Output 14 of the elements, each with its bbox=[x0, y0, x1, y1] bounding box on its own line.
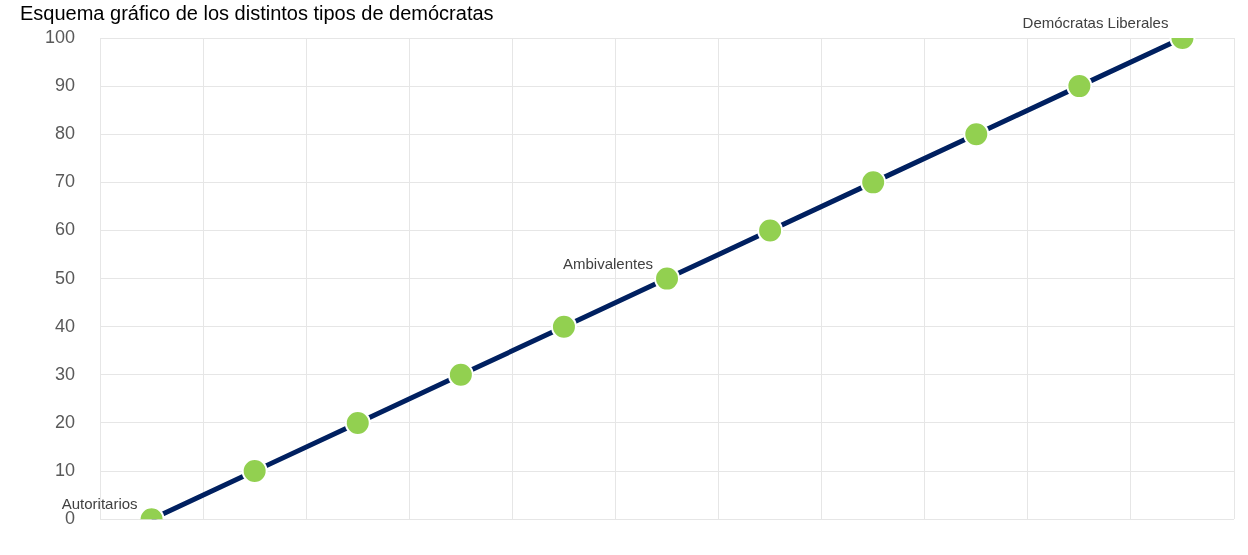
y-tick-label: 60 bbox=[55, 219, 76, 240]
y-tick-label: 80 bbox=[55, 123, 76, 144]
y-tick-label: 20 bbox=[55, 411, 76, 432]
y-tick-label: 50 bbox=[55, 267, 76, 288]
y-tick-label: 10 bbox=[55, 460, 76, 481]
chart-title: Esquema gráfico de los distintos tipos de demócratas bbox=[20, 1, 494, 24]
y-tick-label: 0 bbox=[65, 508, 76, 529]
y-tick-label: 100 bbox=[44, 26, 76, 47]
y-tick-label: 70 bbox=[55, 171, 76, 192]
data-label: Demócratas Liberales bbox=[1022, 14, 1169, 32]
data-label: Ambivalentes bbox=[562, 254, 654, 272]
y-tick-label: 30 bbox=[55, 363, 76, 384]
y-tick-label: 40 bbox=[55, 315, 76, 336]
y-tick-label: 90 bbox=[55, 75, 76, 96]
